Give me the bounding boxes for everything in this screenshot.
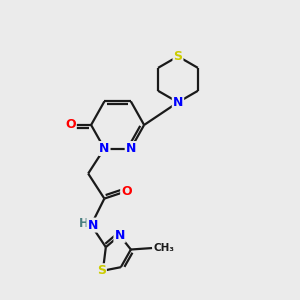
Text: N: N xyxy=(99,142,110,155)
Text: N: N xyxy=(173,96,183,109)
Text: CH₃: CH₃ xyxy=(154,243,175,253)
Text: N: N xyxy=(114,229,125,242)
Text: S: S xyxy=(173,50,182,63)
Text: N: N xyxy=(126,142,136,155)
Text: O: O xyxy=(65,118,76,131)
Text: N: N xyxy=(87,219,98,232)
Text: S: S xyxy=(97,264,106,277)
Text: O: O xyxy=(121,185,132,198)
Text: H: H xyxy=(79,217,89,230)
